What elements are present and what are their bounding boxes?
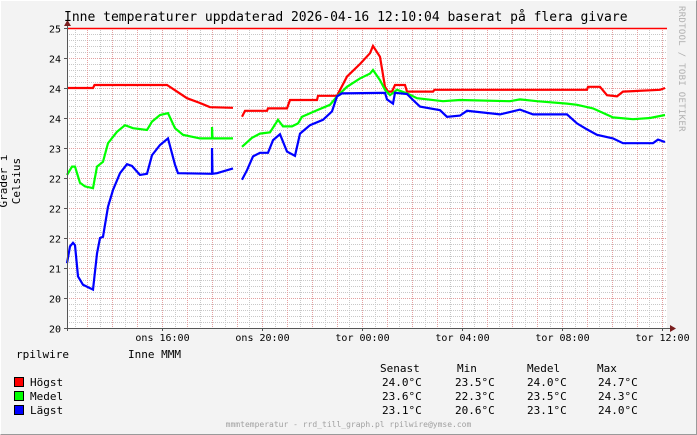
legend-label: Högst <box>30 376 64 389</box>
legend-value-min: 23.5°C <box>455 376 495 389</box>
y-tick-label: 25 <box>49 25 61 36</box>
legend-value-max: 24.7°C <box>598 376 638 389</box>
y-tick-label: 22 <box>49 205 61 216</box>
y-tick-label: 20 <box>49 325 61 336</box>
y-tick-label: 20 <box>49 295 61 306</box>
footer-credit: mmmtemperatur - rrd_till_graph.pl rpilwi… <box>225 420 472 429</box>
y-tick-label: 24 <box>49 55 61 66</box>
legend-value-medel: 23.5°C <box>527 390 567 403</box>
series-line-lagst <box>65 91 666 292</box>
x-tick-label: tor 00:00 <box>335 333 389 344</box>
legend-value-min: 20.6°C <box>455 404 495 417</box>
x-axis-arrow-icon <box>670 325 676 332</box>
x-tick-label: tor 04:00 <box>435 333 489 344</box>
y-tick-label: 22 <box>49 235 61 246</box>
legend-col-max: Max <box>597 362 617 375</box>
legend-col-min: Min <box>457 362 477 375</box>
legend-col-senast: Senast <box>380 362 420 375</box>
legend-col-medel: Medel <box>527 362 561 375</box>
legend-host: rpilwire <box>16 348 69 361</box>
x-tick-label: tor 12:00 <box>635 333 689 344</box>
series-line-hogst <box>67 43 666 118</box>
chart-title: Inne temperaturer uppdaterad 2026-04-16 … <box>64 10 628 25</box>
legend-swatch <box>14 377 24 387</box>
y-tick-label: 22 <box>49 175 61 186</box>
legend-swatch <box>14 391 24 401</box>
legend-label: Medel <box>30 390 64 403</box>
y-axis-arrow-icon <box>64 20 71 26</box>
legend-value-medel: 24.0°C <box>527 376 567 389</box>
legend-value-medel: 23.1°C <box>527 404 567 417</box>
legend-value-senast: 24.0°C <box>382 376 422 389</box>
legend-value-senast: 23.1°C <box>382 404 422 417</box>
legend-value-max: 24.3°C <box>598 390 638 403</box>
y-tick-label: 23 <box>49 145 61 156</box>
y-tick-label: 21 <box>49 265 61 276</box>
legend-value-senast: 23.6°C <box>382 390 422 403</box>
x-tick-label: tor 08:00 <box>535 333 589 344</box>
y-tick-label: 24 <box>49 85 61 96</box>
legend-value-min: 22.3°C <box>455 390 495 403</box>
x-tick-label: ons 20:00 <box>235 333 289 344</box>
x-tick-label: ons 16:00 <box>135 333 189 344</box>
series-line-medel <box>66 68 666 190</box>
y-tick-label: 24 <box>49 115 61 126</box>
legend-label: Lägst <box>30 404 64 417</box>
y-axis-label: Grader i Celsius <box>0 155 23 208</box>
rrdtool-watermark: RRDTOOL / TOBI OETIKER <box>676 6 686 132</box>
legend-swatch <box>14 405 24 415</box>
legend-value-max: 24.0°C <box>598 404 638 417</box>
legend-group: Inne MMM <box>128 348 181 361</box>
